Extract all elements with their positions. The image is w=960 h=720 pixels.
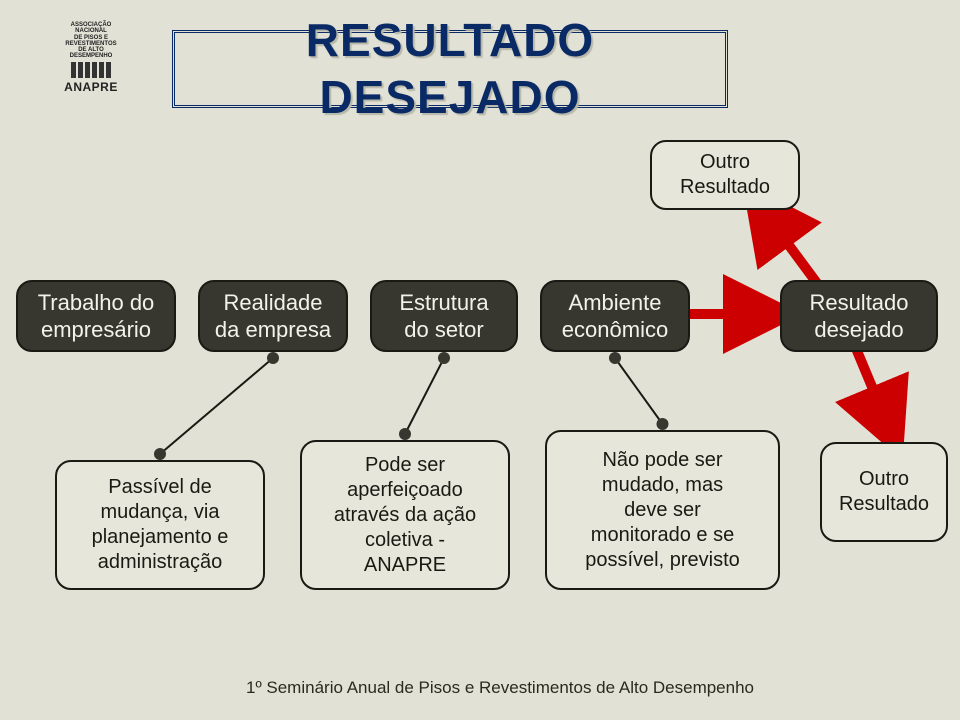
box-label: OutroResultado [839,467,929,517]
slide-title-box: RESULTADO DESEJADO [172,30,728,108]
box-outro-resultado-top: OutroResultado [650,140,800,210]
box-label: Estruturado setor [399,289,488,344]
slide-title: RESULTADO DESEJADO [195,12,705,127]
box-label: OutroResultado [680,150,770,200]
box-realidade-empresa: Realidadeda empresa [198,280,348,352]
box-outro-resultado-bottom: OutroResultado [820,442,948,542]
logo-name: ANAPRE [48,80,134,94]
box-label: Não pode sermudado, masdeve sermonitorad… [585,448,740,573]
box-ambiente-economico: Ambienteeconômico [540,280,690,352]
box-estrutura-setor: Estruturado setor [370,280,518,352]
logo-subtitle: ASSOCIAÇÃONACIONALDE PISOS EREVESTIMENTO… [48,22,134,60]
box-label: Realidadeda empresa [215,289,331,344]
box-resultado-desejado: Resultadodesejado [780,280,938,352]
box-label: Ambienteeconômico [562,289,668,344]
box-nao-pode-mudado: Não pode sermudado, masdeve sermonitorad… [545,430,780,590]
box-label: Pode seraperfeiçoadoatravés da açãocolet… [334,453,476,578]
box-label: Resultadodesejado [809,289,908,344]
slide-footer: 1º Seminário Anual de Pisos e Revestimen… [220,678,780,698]
logo-bars [48,62,134,78]
box-passivel-mudanca: Passível demudança, viaplanejamento eadm… [55,460,265,590]
box-label: Passível demudança, viaplanejamento eadm… [92,475,229,575]
box-pode-ser-aperfeicoado: Pode seraperfeiçoadoatravés da açãocolet… [300,440,510,590]
footer-text: 1º Seminário Anual de Pisos e Revestimen… [246,678,754,697]
box-trabalho-empresario: Trabalho doempresário [16,280,176,352]
anapre-logo: ASSOCIAÇÃONACIONALDE PISOS EREVESTIMENTO… [48,22,134,94]
box-label: Trabalho doempresário [38,289,155,344]
